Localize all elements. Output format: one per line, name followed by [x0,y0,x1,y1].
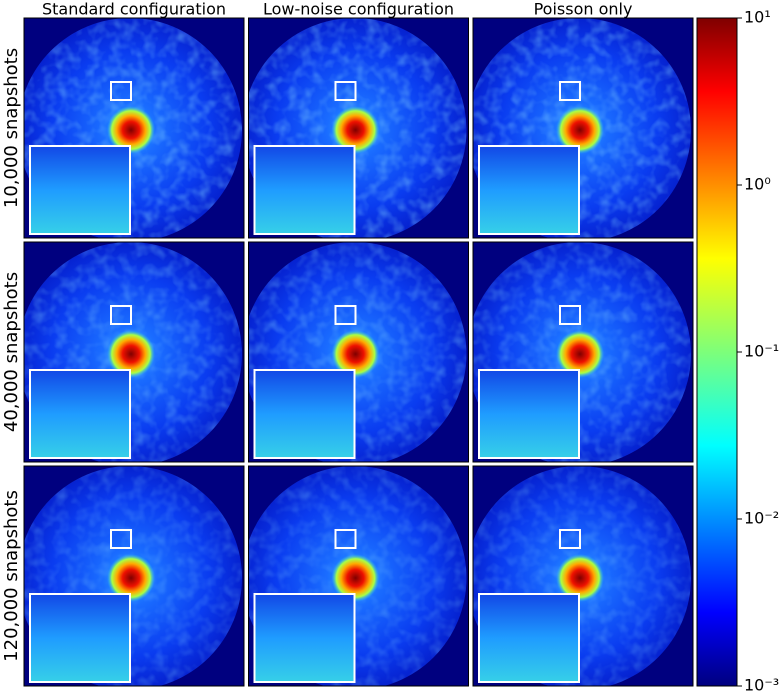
zoom-box [559,81,581,101]
panel [248,241,469,463]
inset [253,145,356,235]
central-peak [331,106,380,154]
inset [253,593,356,683]
inset [478,593,580,683]
central-peak [107,330,155,378]
central-peak [556,330,604,378]
colorbar-tick-label: 10⁻¹ [744,342,779,361]
panel-frame [472,465,694,687]
panel [23,241,245,463]
column-title: Poisson only [534,0,633,19]
central-peak [107,106,155,154]
panel [248,465,469,687]
zoom-box [110,529,132,549]
zoom-box [334,81,357,101]
zoom-box [559,529,581,549]
panel-frame [23,465,245,687]
panel-frame [472,241,694,463]
panel-frame [248,241,469,463]
central-peak [331,330,380,378]
panel-frame [248,465,469,687]
panel [23,465,245,687]
row-label: 120,000 snapshots [1,490,22,662]
zoom-box [110,81,132,101]
inset [478,369,580,459]
panel-image [248,466,469,686]
row-label: 10,000 snapshots [1,48,22,208]
zoom-box [559,305,581,325]
central-peak [107,554,155,602]
panel [472,17,694,239]
panel [248,17,469,239]
panel-frame [248,17,469,239]
central-peak [556,106,604,154]
column-title: Low-noise configuration [263,0,454,19]
column-title: Standard configuration [42,0,226,19]
panel-grid [23,17,694,687]
inset [29,369,131,459]
zoom-box [334,305,357,325]
inset [253,369,356,459]
zoom-box [110,305,132,325]
central-peak [331,554,380,602]
central-peak [556,554,604,602]
colorbar-tick-label: 10⁻³ [744,676,779,693]
colorbar [696,17,738,687]
panel-frame [472,17,694,239]
panel-frame [23,17,245,239]
panel [472,241,694,463]
colorbar-tick-label: 10⁰ [744,175,771,194]
panel-frame [23,241,245,463]
inset [478,145,580,235]
panel-image [473,18,693,238]
panel [23,17,245,239]
row-label: 40,000 snapshots [1,272,22,432]
colorbar-tick-label: 10⁻² [744,509,779,528]
inset [29,593,131,683]
inset [29,145,131,235]
panel [472,465,694,687]
colorbar-tick-label: 10¹ [744,8,771,27]
zoom-box [334,529,357,549]
